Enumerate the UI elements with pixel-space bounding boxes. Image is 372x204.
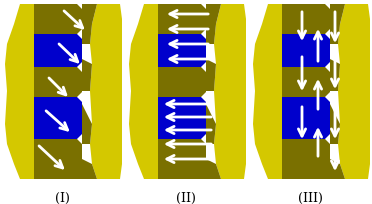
Polygon shape bbox=[206, 159, 221, 179]
Polygon shape bbox=[330, 5, 345, 45]
Polygon shape bbox=[129, 5, 162, 179]
Polygon shape bbox=[330, 60, 340, 92]
Polygon shape bbox=[158, 139, 206, 179]
Polygon shape bbox=[34, 5, 82, 35]
Polygon shape bbox=[330, 159, 345, 179]
Polygon shape bbox=[158, 68, 206, 98]
Polygon shape bbox=[206, 5, 221, 45]
Text: (I): (I) bbox=[55, 191, 70, 204]
Polygon shape bbox=[206, 104, 216, 144]
Polygon shape bbox=[82, 159, 97, 179]
Polygon shape bbox=[282, 68, 330, 98]
Polygon shape bbox=[34, 68, 82, 98]
Polygon shape bbox=[206, 60, 216, 92]
Text: (II): (II) bbox=[176, 191, 196, 204]
Polygon shape bbox=[282, 35, 330, 68]
Polygon shape bbox=[34, 98, 82, 139]
Text: (III): (III) bbox=[298, 191, 323, 204]
Polygon shape bbox=[158, 98, 206, 139]
Polygon shape bbox=[82, 5, 97, 45]
Polygon shape bbox=[90, 5, 122, 179]
Polygon shape bbox=[158, 5, 206, 35]
Polygon shape bbox=[282, 98, 330, 139]
Polygon shape bbox=[330, 104, 340, 144]
Polygon shape bbox=[82, 104, 92, 144]
Polygon shape bbox=[214, 5, 246, 179]
Polygon shape bbox=[338, 5, 370, 179]
Polygon shape bbox=[34, 139, 82, 179]
Polygon shape bbox=[253, 5, 286, 179]
Polygon shape bbox=[282, 139, 330, 179]
Polygon shape bbox=[282, 5, 330, 35]
Polygon shape bbox=[5, 5, 38, 179]
Polygon shape bbox=[34, 35, 82, 68]
Polygon shape bbox=[82, 60, 92, 92]
Polygon shape bbox=[158, 35, 206, 68]
